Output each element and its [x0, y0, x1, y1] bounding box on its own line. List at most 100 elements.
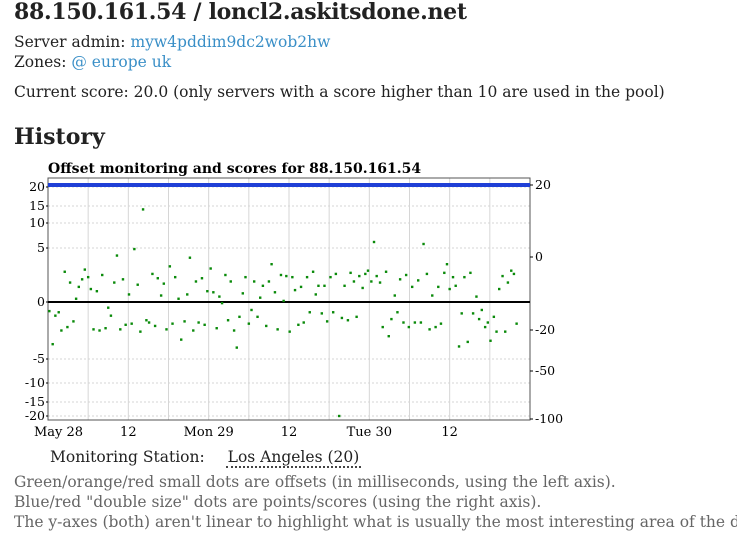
offset-dot [68, 281, 72, 284]
offset-dot [448, 287, 451, 291]
offset-dot [139, 330, 142, 333]
offset-dot [483, 325, 487, 329]
offset-dot [124, 323, 127, 326]
offset-dot [63, 270, 66, 273]
offset-dot [127, 293, 131, 296]
offset-dot [378, 281, 382, 284]
offset-dot [241, 292, 245, 295]
left-axis-tick-label: -10 [25, 375, 45, 390]
offset-dot [183, 320, 186, 323]
offset-dot [194, 280, 198, 283]
offset-dot [235, 346, 238, 349]
offset-dot [439, 322, 443, 325]
offset-dot [136, 283, 139, 286]
offset-dot [147, 321, 151, 324]
offset-dot [495, 330, 498, 333]
offset-dot [197, 321, 200, 324]
offset-dot [121, 278, 125, 281]
offset-dot [279, 273, 283, 277]
offset-dot [285, 274, 288, 278]
offset-dot [86, 275, 90, 279]
offset-dot [261, 284, 265, 287]
offset-dot [244, 275, 247, 279]
offset-dot [410, 285, 414, 289]
offset-dot [419, 321, 423, 324]
offset-dot [98, 329, 101, 332]
monitoring-station-row: Monitoring Station: Los Angeles (20) [50, 448, 362, 468]
offset-dot [331, 311, 335, 314]
offset-dot [346, 319, 350, 322]
right-axis-tick-label: -50 [535, 363, 555, 378]
left-axis-tick-label: 20 [29, 179, 45, 194]
offset-dot [186, 293, 189, 296]
offset-dot [498, 287, 501, 291]
offset-dot [220, 301, 224, 305]
offset-dot [302, 321, 305, 324]
offset-dots [48, 183, 530, 418]
offset-dot [159, 294, 163, 297]
offset-dot [156, 277, 159, 280]
offset-dot [115, 254, 119, 257]
offset-dot [352, 280, 356, 283]
offset-dot [291, 275, 294, 279]
zones-row: Zones: @ europe uk [14, 53, 171, 71]
offset-dot [51, 342, 54, 346]
offset-dot [282, 299, 285, 303]
zones-link[interactable]: @ europe uk [71, 53, 172, 71]
offset-dot [325, 320, 329, 323]
offset-dot [375, 274, 378, 278]
offset-dot [252, 280, 256, 283]
right-axis-tick-label: 0 [535, 249, 543, 264]
offset-dot [151, 272, 154, 276]
monitoring-station-select[interactable]: Los Angeles (20) [225, 448, 362, 468]
offset-dot [469, 271, 472, 275]
offset-dot [80, 278, 84, 281]
offset-dot [460, 312, 463, 315]
chart-grid [47, 178, 531, 420]
left-axis-tick-label: -5 [33, 351, 45, 366]
offset-dot [454, 284, 457, 287]
left-axis-tick-label: 5 [37, 240, 45, 255]
offset-dot [407, 325, 411, 329]
offset-dot [358, 274, 361, 278]
x-axis-tick-label: Mon 29 [184, 425, 234, 440]
history-heading: History [14, 124, 105, 150]
offset-dot [192, 329, 195, 332]
offset-dot [477, 317, 481, 321]
offset-dot [492, 315, 496, 319]
x-axis-tick-label: 12 [441, 425, 458, 440]
left-axis-tick-label: 0 [37, 294, 45, 309]
legend-line-offsets: Green/orange/red small dots are offsets … [14, 473, 616, 491]
offset-dot [402, 321, 405, 324]
right-axis-tick-label: -100 [535, 411, 563, 426]
offset-dot [48, 309, 51, 313]
offset-dot [212, 291, 215, 294]
x-axis-tick-label: 12 [281, 425, 298, 440]
server-admin-link[interactable]: myw4pddim9dc2wob2hw [130, 33, 331, 51]
offset-dot [355, 315, 358, 319]
offset-dot [270, 263, 273, 266]
offset-dot [145, 319, 148, 322]
x-axis-tick-label: Tue 30 [347, 425, 392, 440]
offset-dot [177, 297, 180, 300]
offset-dot [445, 263, 449, 266]
offset-dot [425, 272, 429, 276]
offset-dot [437, 285, 440, 289]
zones-label: Zones: [14, 53, 67, 71]
offset-dot [256, 315, 259, 319]
offset-dot [305, 275, 309, 279]
right-axis-tick-label: -20 [535, 322, 555, 337]
offset-dot [171, 322, 174, 325]
offset-dot [224, 273, 227, 277]
offset-dot [343, 284, 346, 287]
left-axis-tick-label: 10 [29, 215, 45, 230]
offset-dot [180, 338, 183, 341]
offset-dot [457, 345, 461, 348]
offset-dot [334, 272, 338, 276]
offset-dot [162, 282, 166, 285]
offset-dot [366, 269, 370, 272]
server-admin-row: Server admin: myw4pddim9dc2wob2hw [14, 33, 330, 51]
offset-dot [329, 275, 332, 279]
offset-dot [297, 323, 300, 326]
offset-dot [349, 271, 352, 275]
